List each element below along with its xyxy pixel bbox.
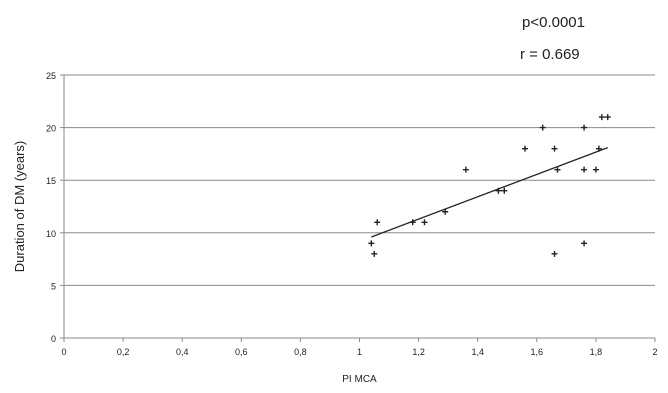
y-tick-label-1: 5 xyxy=(51,281,56,291)
y-tick-label-2: 10 xyxy=(46,229,56,239)
data-point-12 xyxy=(554,166,561,173)
y-tick-label-0: 0 xyxy=(51,334,56,344)
data-point-11 xyxy=(551,145,558,152)
data-point-10 xyxy=(539,124,546,131)
correlation-annotation: r = 0.669 xyxy=(520,46,580,63)
data-point-2 xyxy=(374,219,381,226)
data-point-16 xyxy=(581,240,588,247)
data-point-3 xyxy=(409,219,416,226)
p-value-annotation: p<0.0001 xyxy=(522,14,585,31)
x-tick-label-10: 2 xyxy=(652,347,657,357)
x-tick-label-9: 1,8 xyxy=(590,347,603,357)
y-tick-label-4: 20 xyxy=(46,124,56,134)
data-point-13 xyxy=(551,250,558,257)
data-point-1 xyxy=(371,250,378,257)
x-tick-label-5: 1 xyxy=(357,347,362,357)
data-point-20 xyxy=(604,114,611,121)
x-tick-label-2: 0,4 xyxy=(176,347,189,357)
data-point-4 xyxy=(421,219,428,226)
data-point-18 xyxy=(595,145,602,152)
data-point-7 xyxy=(495,187,502,194)
data-point-5 xyxy=(442,208,449,215)
x-tick-label-6: 1,2 xyxy=(412,347,425,357)
x-axis-title: PI MCA xyxy=(342,374,377,385)
data-point-9 xyxy=(521,145,528,152)
data-point-19 xyxy=(598,114,605,121)
data-point-15 xyxy=(581,166,588,173)
trendline xyxy=(371,146,608,238)
data-point-0 xyxy=(368,240,375,247)
data-point-14 xyxy=(581,124,588,131)
y-tick-label-5: 25 xyxy=(46,71,56,81)
data-point-17 xyxy=(592,166,599,173)
x-tick-label-7: 1,4 xyxy=(471,347,484,357)
y-axis-title: Duration of DM (years) xyxy=(12,141,27,272)
data-point-6 xyxy=(462,166,469,173)
x-tick-label-8: 1,6 xyxy=(531,347,544,357)
x-tick-label-0: 0 xyxy=(61,347,66,357)
x-tick-label-4: 0,8 xyxy=(294,347,307,357)
x-tick-label-1: 0,2 xyxy=(117,347,130,357)
x-tick-label-3: 0,6 xyxy=(235,347,248,357)
data-point-8 xyxy=(501,187,508,194)
y-tick-label-3: 15 xyxy=(46,176,56,186)
